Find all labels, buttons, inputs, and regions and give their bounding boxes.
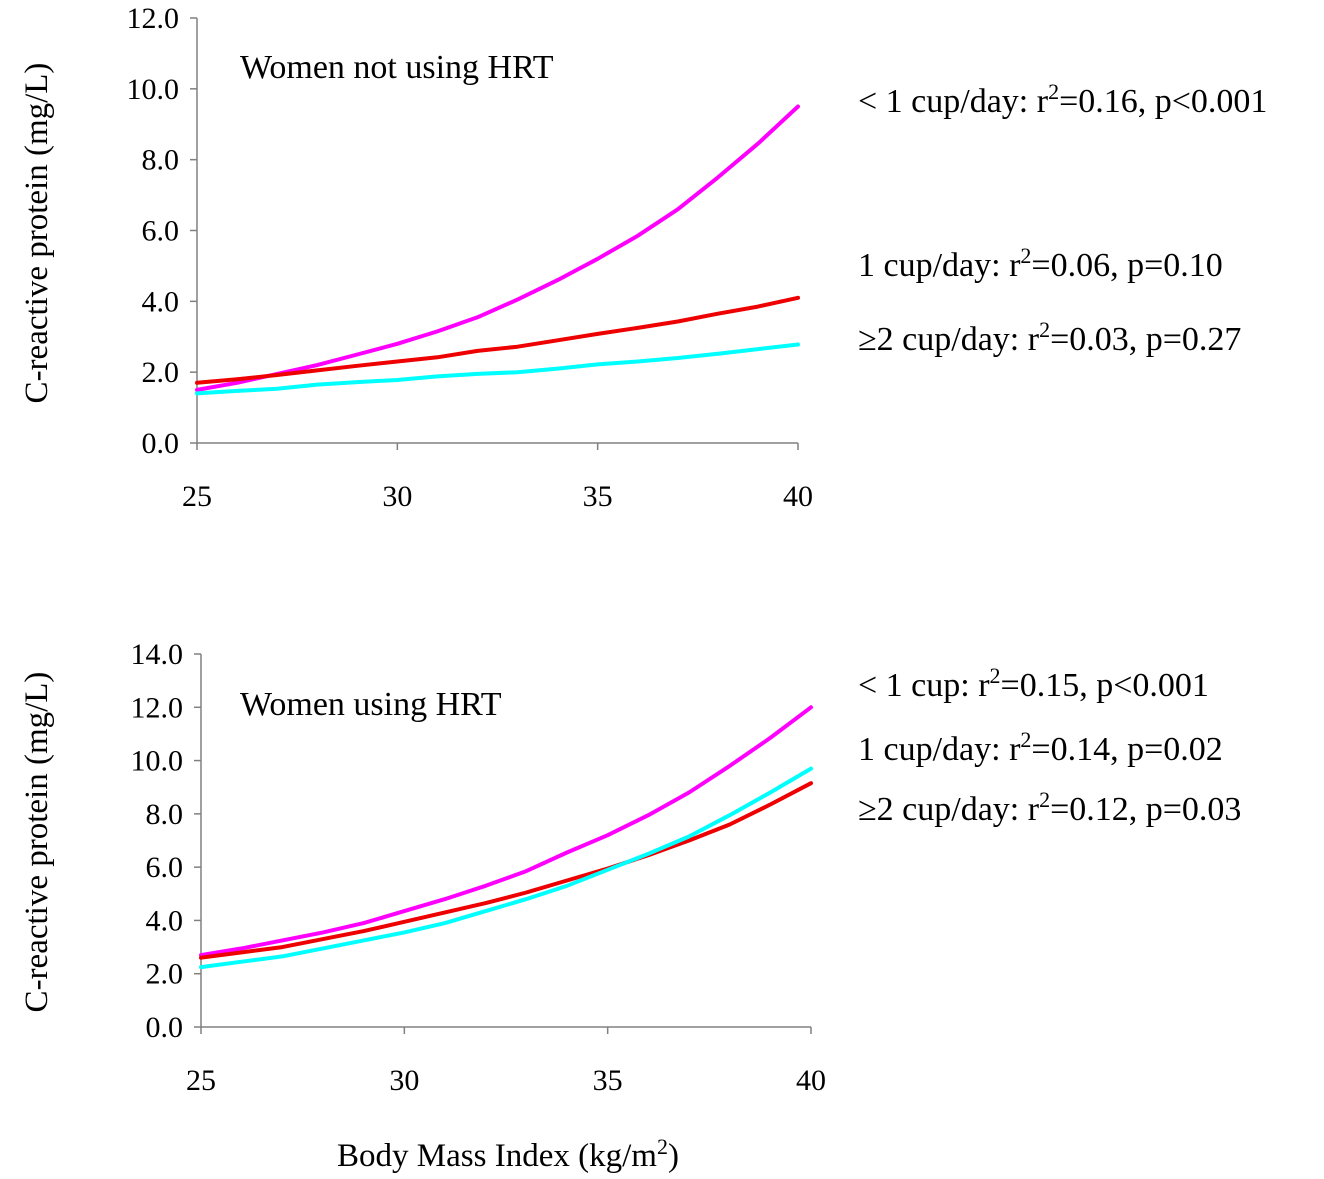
series-line-one bbox=[195, 295, 800, 385]
x-tick-label: 25 bbox=[182, 480, 212, 513]
stat-ge2: ≥2 cup/day: r2=0.12, p=0.03 bbox=[858, 787, 1241, 828]
panel-not-using-hrt: C-reactive protein (mg/L) Women not usin… bbox=[19, 2, 1267, 513]
series-line-ge2 bbox=[195, 342, 800, 396]
stat-one: 1 cup/day: r2=0.14, p=0.02 bbox=[858, 727, 1223, 768]
series-line-one bbox=[199, 781, 813, 960]
x-tick-label: 30 bbox=[389, 1064, 419, 1097]
series-line-lt1 bbox=[199, 705, 813, 958]
y-tick-label: 0.0 bbox=[142, 427, 180, 460]
x-tick-label: 40 bbox=[796, 1064, 826, 1097]
x-tick-label: 40 bbox=[783, 480, 813, 513]
axes: 0.0 2.0 4.0 6.0 8.0 10.0 12.0 25 30 35 40 bbox=[127, 2, 814, 513]
y-tick-label: 2.0 bbox=[146, 958, 184, 991]
x-axis-title: Body Mass Index (kg/m2) bbox=[337, 1134, 679, 1174]
panel-title: Women not using HRT bbox=[240, 49, 554, 86]
axes: 0.0 2.0 4.0 6.0 8.0 10.0 12.0 14.0 25 30 35 40 bbox=[131, 638, 827, 1097]
y-tick-label: 12.0 bbox=[131, 691, 184, 724]
y-tick-label: 8.0 bbox=[142, 144, 180, 177]
y-tick-label: 4.0 bbox=[146, 904, 184, 937]
series-line-ge2 bbox=[199, 766, 813, 970]
y-tick-label: 10.0 bbox=[127, 73, 180, 106]
y-tick-label: 14.0 bbox=[131, 638, 184, 671]
series-group bbox=[199, 705, 813, 970]
stat-one: 1 cup/day: r2=0.06, p=0.10 bbox=[858, 243, 1223, 284]
stat-lt1: < 1 cup/day: r2=0.16, p<0.001 bbox=[858, 79, 1267, 120]
y-tick-label: 6.0 bbox=[142, 215, 180, 248]
x-tick-label: 30 bbox=[382, 480, 412, 513]
series-group bbox=[195, 104, 800, 396]
stat-lt1: < 1 cup: r2=0.15, p<0.001 bbox=[858, 663, 1209, 704]
panel-using-hrt: C-reactive protein (mg/L) Women using HR… bbox=[19, 638, 1241, 1174]
y-tick-label: 6.0 bbox=[146, 851, 184, 884]
y-tick-label: 2.0 bbox=[142, 356, 180, 389]
x-tick-label: 25 bbox=[186, 1064, 216, 1097]
y-tick-label: 0.0 bbox=[146, 1011, 184, 1044]
y-tick-label: 4.0 bbox=[142, 285, 180, 318]
y-tick-label: 8.0 bbox=[146, 798, 184, 831]
x-tick-label: 35 bbox=[583, 480, 613, 513]
panel-title: Women using HRT bbox=[240, 686, 502, 723]
y-axis-title: C-reactive protein (mg/L) bbox=[19, 672, 55, 1013]
y-axis-title: C-reactive protein (mg/L) bbox=[19, 63, 55, 404]
series-line-lt1 bbox=[195, 104, 800, 392]
stat-ge2: ≥2 cup/day: r2=0.03, p=0.27 bbox=[858, 317, 1241, 358]
y-tick-label: 12.0 bbox=[127, 2, 180, 35]
x-tick-label: 35 bbox=[593, 1064, 623, 1097]
y-tick-label: 10.0 bbox=[131, 745, 184, 778]
